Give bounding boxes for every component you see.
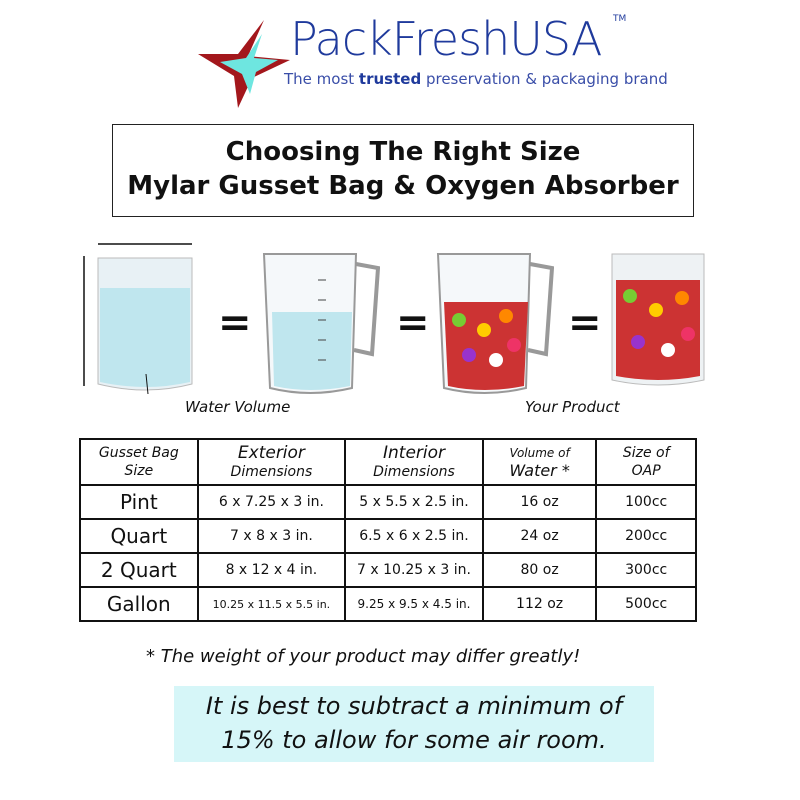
- header-water: Volume of Water *: [481, 438, 598, 486]
- cell-exterior: 7 x 8 x 3 in.: [196, 518, 347, 554]
- cell-exterior: 10.25 x 11.5 x 5.5 in.: [196, 586, 347, 622]
- header-bag-size: Gusset Bag Size: [79, 438, 199, 486]
- cell-size: Gallon: [79, 586, 199, 622]
- header-exterior: Exterior Dimensions: [196, 438, 347, 486]
- cell-water: 24 oz: [481, 518, 598, 554]
- trademark: TM: [613, 14, 627, 24]
- header-interior: Interior Dimensions: [344, 438, 484, 486]
- water-bag-illustration: [83, 243, 193, 395]
- water-pitcher-illustration: [262, 253, 380, 394]
- title-line-1: Choosing The Right Size: [225, 137, 581, 167]
- cell-oap: 500cc: [595, 586, 697, 622]
- table-header-row: Gusset Bag Size Exterior Dimensions Interi…: [79, 438, 697, 486]
- cell-oap: 200cc: [595, 518, 697, 554]
- header-oap: Size of OAP: [595, 438, 697, 486]
- cell-interior: 6.5 x 6 x 2.5 in.: [344, 518, 484, 554]
- size-table: Gusset Bag Size Exterior Dimensions Interi…: [79, 438, 697, 622]
- cell-water: 16 oz: [481, 484, 598, 520]
- tagline: The most trusted preservation & packagin…: [284, 70, 668, 88]
- table-row: Pint 6 x 7.25 x 3 in. 5 x 5.5 x 2.5 in. …: [79, 484, 697, 520]
- caption-your-product: Your Product: [525, 398, 620, 416]
- tip-line-1: It is best to subtract a minimum of: [205, 692, 623, 720]
- cell-interior: 9.25 x 9.5 x 4.5 in.: [344, 586, 484, 622]
- table-row: 2 Quart 8 x 12 x 4 in. 7 x 10.25 x 3 in.…: [79, 552, 697, 588]
- brand-name: PackFreshUSA: [290, 12, 602, 66]
- cell-water: 112 oz: [481, 586, 598, 622]
- cell-size: Quart: [79, 518, 199, 554]
- title-box: Choosing The Right Size Mylar Gusset Bag…: [112, 124, 694, 217]
- equals-sign: =: [396, 300, 430, 346]
- cell-size: 2 Quart: [79, 552, 199, 588]
- tagline-pre: The most: [284, 70, 359, 88]
- tagline-bold: trusted: [358, 70, 422, 88]
- cell-oap: 100cc: [595, 484, 697, 520]
- cell-oap: 300cc: [595, 552, 697, 588]
- cell-interior: 7 x 10.25 x 3 in.: [344, 552, 484, 588]
- cell-exterior: 8 x 12 x 4 in.: [196, 552, 347, 588]
- weight-note: * The weight of your product may differ …: [146, 646, 581, 667]
- candy-bag-illustration: [611, 253, 705, 386]
- air-room-tip: It is best to subtract a minimum of 15% …: [174, 686, 654, 762]
- star-logo-icon: [198, 20, 290, 108]
- title-line-2: Mylar Gusset Bag & Oxygen Absorber: [127, 171, 679, 201]
- equals-sign: =: [568, 300, 602, 346]
- tip-line-2: 15% to allow for some air room.: [221, 726, 607, 754]
- table-row: Gallon 10.25 x 11.5 x 5.5 in. 9.25 x 9.5…: [79, 586, 697, 622]
- cell-water: 80 oz: [481, 552, 598, 588]
- cell-interior: 5 x 5.5 x 2.5 in.: [344, 484, 484, 520]
- equals-sign: =: [218, 300, 252, 346]
- tagline-post: preservation & packaging brand: [421, 70, 668, 88]
- caption-water-volume: Water Volume: [185, 398, 291, 416]
- table-row: Quart 7 x 8 x 3 in. 6.5 x 6 x 2.5 in. 24…: [79, 518, 697, 554]
- candy-pitcher-illustration: [436, 253, 554, 394]
- cell-exterior: 6 x 7.25 x 3 in.: [196, 484, 347, 520]
- cell-size: Pint: [79, 484, 199, 520]
